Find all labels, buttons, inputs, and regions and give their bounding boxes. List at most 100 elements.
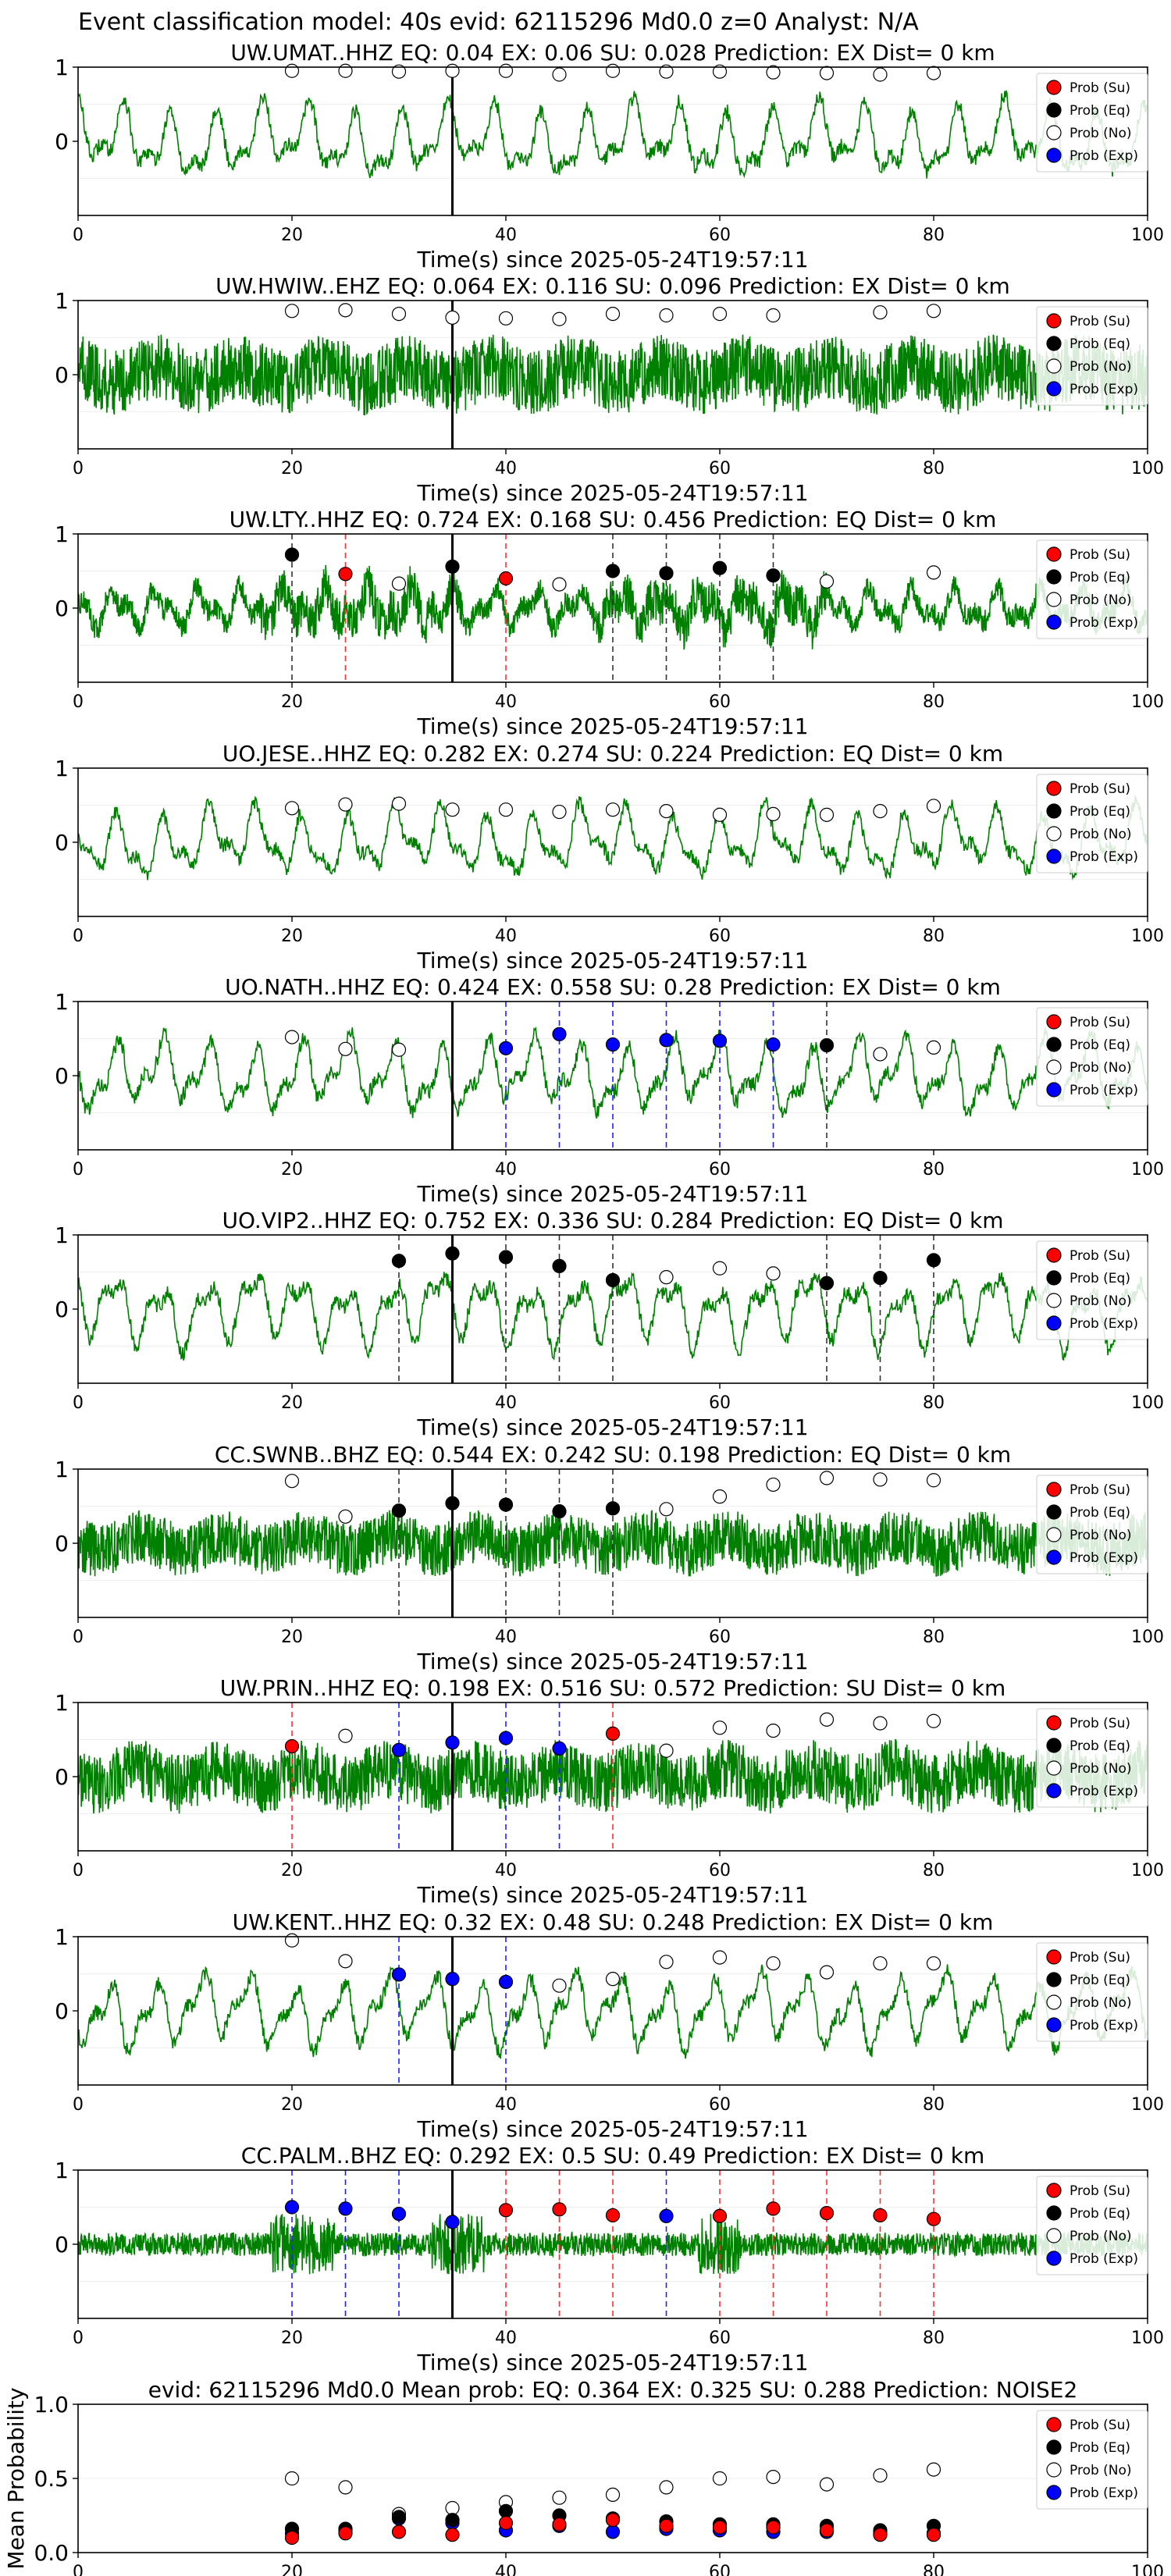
prob-point-exp — [659, 2208, 674, 2223]
prob-point-no — [873, 305, 888, 320]
legend-label-su: Prob (Su) — [1070, 2418, 1130, 2433]
legend-marker-no — [1046, 358, 1062, 374]
x-tick-label: 60 — [709, 226, 731, 245]
panel-5: UO.VIP2..HHZ EQ: 0.752 EX: 0.336 SU: 0.2… — [55, 1208, 1164, 1440]
panel-title: CC.SWNB..BHZ EQ: 0.544 EX: 0.242 SU: 0.1… — [215, 1442, 1011, 1468]
legend-label-no: Prob (No) — [1070, 1761, 1132, 1777]
x-tick-label: 0 — [73, 2095, 84, 2115]
x-tick-label: 20 — [281, 2095, 303, 2115]
mean-point-eq — [445, 2513, 460, 2528]
mean-point-su — [445, 2528, 460, 2542]
prob-point-no — [873, 1047, 888, 1062]
prob-point-no — [284, 63, 300, 78]
y-tick-label: 0 — [55, 2232, 69, 2258]
prob-point-eq — [445, 559, 460, 574]
x-axis-label: Time(s) since 2025-05-24T19:57:11 — [416, 1649, 808, 1674]
panel-4: UO.NATH..HHZ EQ: 0.424 EX: 0.558 SU: 0.2… — [55, 974, 1164, 1207]
prob-point-no — [445, 310, 460, 325]
y-tick-label: 1.0 — [34, 2392, 69, 2418]
prob-point-no — [552, 311, 567, 326]
legend-label-eq: Prob (Eq) — [1070, 570, 1130, 585]
y-tick-label: 1 — [55, 55, 69, 80]
prob-point-eq — [605, 1501, 621, 1516]
x-tick-label: 80 — [923, 1861, 945, 1880]
prob-point-no — [712, 1489, 728, 1504]
legend-marker-su — [1046, 1482, 1062, 1497]
x-tick-label: 100 — [1131, 459, 1164, 479]
legend-marker-exp — [1046, 614, 1062, 630]
x-tick-label: 100 — [1131, 927, 1164, 946]
legend-marker-su — [1046, 781, 1062, 796]
panel-title: evid: 62115296 Md0.0 Mean prob: EQ: 0.36… — [148, 2377, 1078, 2403]
legend-label-exp: Prob (Exp) — [1070, 2485, 1138, 2501]
prob-point-no — [338, 1954, 353, 1969]
prob-point-eq — [819, 1276, 835, 1290]
waveform — [78, 1738, 1148, 1814]
legend-marker-no — [1046, 2462, 1062, 2478]
prob-point-eq — [873, 1270, 888, 1286]
x-tick-label: 20 — [281, 1861, 303, 1880]
legend-label-eq: Prob (Eq) — [1070, 1271, 1130, 1286]
x-tick-label: 0 — [73, 2329, 84, 2348]
prob-point-no — [712, 1720, 728, 1735]
x-axis-label: Time(s) since 2025-05-24T19:57:11 — [416, 713, 808, 739]
prob-point-eq — [284, 547, 300, 562]
legend-marker-exp — [1046, 2017, 1062, 2033]
x-tick-label: 40 — [495, 2563, 517, 2576]
mean-point-no — [605, 2487, 621, 2502]
legend-label-su: Prob (Su) — [1070, 547, 1130, 563]
prob-point-exp — [498, 1731, 514, 1745]
legend-label-no: Prob (No) — [1070, 126, 1132, 141]
legend-marker-su — [1046, 1247, 1062, 1263]
x-tick-label: 100 — [1131, 2329, 1164, 2348]
legend-marker-eq — [1046, 102, 1062, 118]
panel-1: UW.HWIW..EHZ EQ: 0.064 EX: 0.116 SU: 0.0… — [55, 273, 1164, 506]
legend-label-su: Prob (Su) — [1070, 2183, 1130, 2199]
prob-point-no — [391, 576, 407, 591]
y-tick-label: 1 — [55, 756, 69, 781]
prob-point-no — [819, 574, 835, 589]
mean-point-su — [552, 2517, 567, 2532]
prob-point-exp — [605, 1037, 621, 1052]
y-tick-label: 0 — [55, 1297, 69, 1322]
x-axis-label: Time(s) since 2025-05-24T19:57:11 — [416, 2116, 808, 2142]
prob-point-no — [498, 63, 514, 78]
waveform — [78, 1510, 1148, 1577]
y-tick-label: 1 — [55, 1457, 69, 1482]
prob-point-eq — [498, 1250, 514, 1265]
prob-point-su — [819, 2206, 835, 2221]
panel-9: CC.PALM..BHZ EQ: 0.292 EX: 0.5 SU: 0.49 … — [55, 2143, 1164, 2375]
prob-point-su — [712, 2208, 728, 2223]
waveform — [78, 1964, 1148, 2059]
prob-point-no — [391, 64, 407, 79]
prob-point-no — [284, 1030, 300, 1044]
x-tick-label: 20 — [281, 2329, 303, 2348]
prob-point-no — [659, 308, 674, 323]
panel-title: UW.UMAT..HHZ EQ: 0.04 EX: 0.06 SU: 0.028… — [230, 40, 995, 66]
x-tick-label: 40 — [495, 2095, 517, 2115]
x-tick-label: 60 — [709, 1861, 731, 1880]
legend-marker-no — [1046, 1527, 1062, 1542]
prob-point-eq — [926, 1253, 941, 1268]
y-tick-label: 1 — [55, 288, 69, 314]
legend-marker-exp — [1046, 849, 1062, 864]
legend-label-su: Prob (Su) — [1070, 1716, 1130, 1731]
y-tick-label: 1 — [55, 989, 69, 1015]
prob-point-no — [498, 311, 514, 326]
axes-frame — [77, 1936, 1148, 2086]
x-tick-label: 0 — [73, 692, 84, 712]
y-tick-label: 0 — [55, 1998, 69, 2024]
x-tick-label: 20 — [281, 226, 303, 245]
y-tick-label: 1 — [55, 2158, 69, 2183]
legend-label-eq: Prob (Eq) — [1070, 1037, 1130, 1053]
prob-point-no — [819, 1471, 835, 1485]
legend-marker-no — [1046, 1293, 1062, 1308]
prob-point-no — [605, 1972, 621, 1987]
prob-point-no — [552, 804, 567, 820]
x-tick-label: 60 — [709, 927, 731, 946]
legend-box — [1036, 539, 1148, 639]
legend-marker-eq — [1046, 569, 1062, 585]
legend-marker-exp — [1046, 1315, 1062, 1331]
prob-point-no — [766, 806, 781, 822]
prob-point-no — [873, 1472, 888, 1487]
